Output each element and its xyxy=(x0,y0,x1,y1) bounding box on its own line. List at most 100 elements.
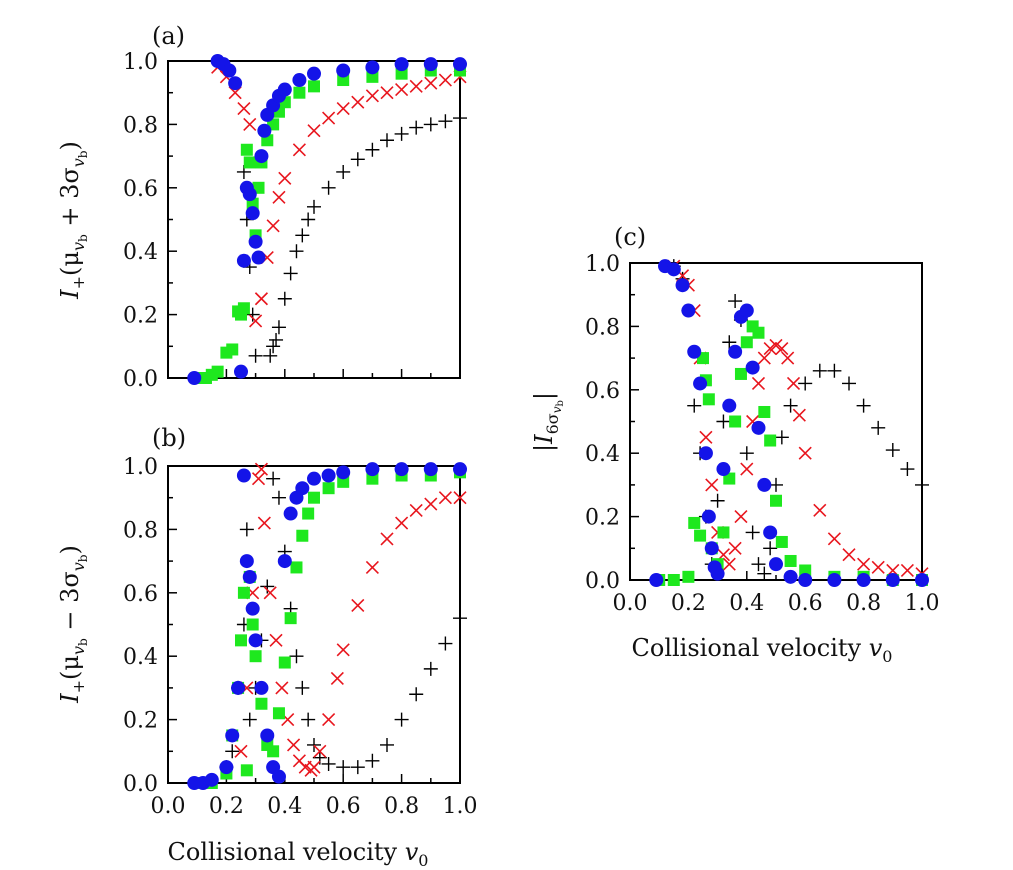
panel-a-point-red-x xyxy=(337,103,349,115)
panel-c-point-blue-circle xyxy=(746,361,760,375)
panel-b-point-black-plus xyxy=(409,687,423,701)
panel-c-point-blue-circle xyxy=(711,567,725,581)
panel-c-point-blue-circle xyxy=(676,278,690,292)
panel-c-point-red-x xyxy=(828,533,840,545)
panel-b-point-blue-circle xyxy=(219,760,233,774)
panel-a-point-green-square xyxy=(241,144,253,156)
panel-a-point-blue-circle xyxy=(307,67,321,81)
panel-b-xtick-label: 0.8 xyxy=(384,794,419,819)
panel-b-point-black-plus xyxy=(289,649,303,663)
panel-c-point-black-plus xyxy=(915,478,929,492)
panel-c-xtick-label: 0.0 xyxy=(613,591,648,616)
panel-a-point-black-plus xyxy=(278,292,292,306)
panel-b-point-red-x xyxy=(255,463,267,475)
panel-c-point-red-x xyxy=(788,377,800,389)
panel-b-point-red-x xyxy=(425,498,437,510)
panel-c-point-blue-circle xyxy=(784,570,798,584)
panel-a-ytick-label: 0.6 xyxy=(123,177,158,202)
panel-c-ytick-label: 0.8 xyxy=(585,315,620,340)
panel-b-label: (b) xyxy=(152,424,186,452)
panel-a-series-green-square xyxy=(191,65,466,384)
panel-a-point-red-x xyxy=(410,80,422,92)
panel-c-point-blue-circle xyxy=(681,304,695,318)
panel-c-point-black-plus xyxy=(775,430,789,444)
panel-c-point-red-x xyxy=(843,549,855,561)
panel-a-point-black-plus xyxy=(272,320,286,334)
panel-c-ytick-label: 0.4 xyxy=(585,442,620,467)
panel-c-point-blue-circle xyxy=(728,345,742,359)
panel-c-xtick-label: 0.6 xyxy=(788,591,823,616)
panel-b-point-black-plus xyxy=(438,637,452,651)
panel-c-ytick-label: 0.6 xyxy=(585,379,620,404)
panel-b-point-blue-circle xyxy=(307,472,321,486)
panel-b-point-black-plus xyxy=(424,662,438,676)
panel-b-point-blue-circle xyxy=(246,602,260,616)
panel-b-point-green-square xyxy=(250,650,262,662)
panel-b-point-black-plus xyxy=(351,760,365,774)
panel-c-point-blue-circle xyxy=(757,478,771,492)
panel-b-point-red-x xyxy=(337,644,349,656)
panel-b-point-black-plus xyxy=(272,491,286,505)
panel-a-point-black-plus xyxy=(351,152,365,166)
panel-c-point-red-x xyxy=(814,504,826,516)
panel-c-point-red-x xyxy=(752,377,764,389)
panel-b-point-black-plus xyxy=(240,522,254,536)
panel-c-point-green-square xyxy=(758,406,770,418)
panel-c-point-red-x xyxy=(793,409,805,421)
panel-b-point-red-x xyxy=(323,714,335,726)
panel-c-point-green-square xyxy=(682,571,694,583)
figure: (a) 0.00.20.40.60.81.0 I+(μvb + 3σvb) (b… xyxy=(0,0,1013,870)
panel-b-ytick-label: 0.8 xyxy=(123,518,158,543)
panel-a-point-red-x xyxy=(279,172,291,184)
panel-c-point-red-x xyxy=(706,479,718,491)
panel-b-series-blue-circle xyxy=(187,462,467,790)
panel-c-marks xyxy=(649,259,929,587)
panel-a-ytick-label: 0.2 xyxy=(123,304,158,329)
panel-c-point-black-plus xyxy=(842,376,856,390)
panel-b-point-red-x xyxy=(331,672,343,684)
panel-b-point-blue-circle xyxy=(424,462,438,476)
panel-a-series-blue-circle xyxy=(187,54,467,385)
panel-c-point-red-x xyxy=(729,542,741,554)
panel-c-xtick-label: 1.0 xyxy=(905,591,940,616)
panel-c-series-red-x xyxy=(668,260,928,579)
panel-a-point-black-plus xyxy=(453,111,467,125)
panel-a-ytick-label: 0.8 xyxy=(123,113,158,138)
panel-b-point-blue-circle xyxy=(453,462,467,476)
panel-a-point-blue-circle xyxy=(228,76,242,90)
panel-a-marks xyxy=(187,54,467,385)
panel-a-point-green-square xyxy=(308,80,320,92)
panel-b-point-red-x xyxy=(264,587,276,599)
panel-c-point-blue-circle xyxy=(798,573,812,587)
panel-a-point-red-x xyxy=(255,293,267,305)
panel-b-point-green-square xyxy=(323,482,335,494)
panel-b-point-blue-circle xyxy=(254,681,268,695)
panel-c-point-black-plus xyxy=(857,399,871,413)
panel-b-point-green-square xyxy=(296,530,308,542)
panel-c-point-black-plus xyxy=(746,525,760,539)
panel-b-xtick-label: 1.0 xyxy=(443,794,478,819)
panel-b-point-black-plus xyxy=(313,751,327,765)
panel-b-ylabel: I+(μvb − 3σvb) xyxy=(56,545,90,704)
panel-b-point-blue-circle xyxy=(225,728,239,742)
panel-c-xlabel: Collisional velocity v0 xyxy=(632,634,893,666)
panel-c-ylabel: |I6σvb| xyxy=(530,392,566,452)
panel-b: (b) 0.00.20.40.60.81.0 0.0 0.2 0.4 0.6 0.8 1.… xyxy=(56,424,478,870)
panel-b-point-green-square xyxy=(267,745,279,757)
panel-c-point-black-plus xyxy=(798,376,812,390)
panel-a-point-black-plus xyxy=(249,349,263,363)
panel-a-point-red-x xyxy=(244,118,256,130)
panel-c-point-green-square xyxy=(717,526,729,538)
panel-c-point-green-square xyxy=(668,574,680,586)
panel-a-point-blue-circle xyxy=(243,187,257,201)
panel-a-point-blue-circle xyxy=(234,365,248,379)
panel-a-point-black-plus xyxy=(365,143,379,157)
panel-b-point-blue-circle xyxy=(260,728,274,742)
panel-b-point-black-plus xyxy=(243,713,257,727)
panel-c-point-blue-circle xyxy=(722,399,736,413)
panel-b-point-green-square xyxy=(279,657,291,669)
panel-a-ytick-labels: 0.0 0.2 0.4 0.6 0.8 1.0 xyxy=(123,50,158,392)
panel-b-ytick-label: 0.6 xyxy=(123,582,158,607)
panel-b-ytick-label: 0.4 xyxy=(123,645,158,670)
panel-b-point-blue-circle xyxy=(284,507,298,521)
